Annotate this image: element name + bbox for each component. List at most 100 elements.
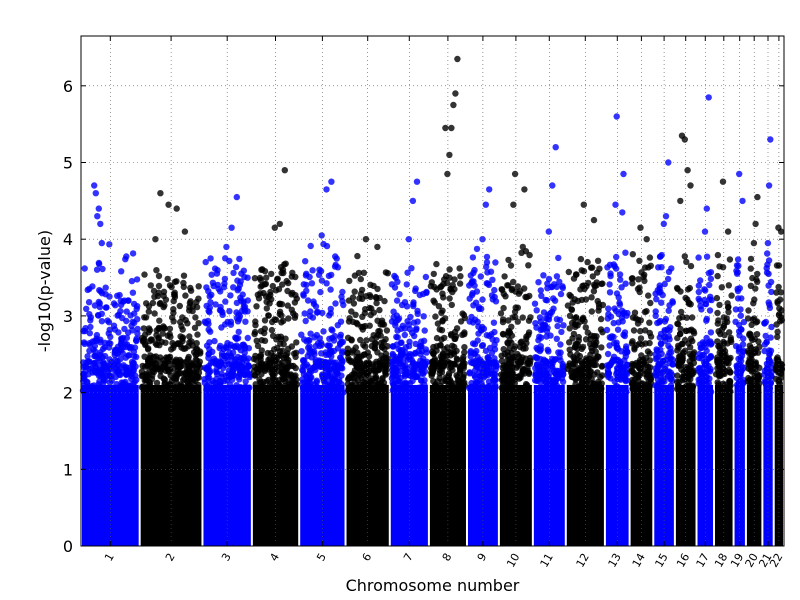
snp-point — [191, 324, 199, 331]
snp-point — [446, 266, 453, 273]
snp-point — [186, 368, 193, 375]
snp-point — [737, 312, 744, 319]
snp-point — [344, 349, 351, 357]
snp-point — [727, 369, 734, 376]
snp-point — [589, 273, 596, 280]
snp-point — [763, 339, 770, 346]
snp-point — [121, 325, 128, 333]
snp-point — [537, 287, 544, 294]
snp-point — [535, 387, 542, 394]
x-tick-label-22: 22 — [767, 551, 785, 570]
snp-point — [221, 352, 228, 360]
snp-point — [94, 368, 102, 375]
snp-point — [308, 280, 316, 287]
snp-point — [591, 371, 598, 378]
snp-point — [569, 373, 576, 380]
snp-point — [319, 358, 326, 365]
snp-point — [491, 374, 498, 382]
snp-point — [114, 292, 121, 299]
snp-point — [590, 288, 598, 295]
snp-point — [241, 303, 249, 310]
snp-point — [433, 260, 440, 268]
peak-point — [95, 205, 103, 212]
chromosome-points-20 — [744, 193, 763, 395]
snp-point — [274, 333, 282, 340]
snp-point — [418, 383, 425, 391]
snp-point — [141, 353, 148, 360]
snp-point — [93, 266, 101, 273]
snp-point — [104, 317, 111, 324]
snp-point — [574, 356, 581, 363]
snp-point — [284, 350, 291, 357]
chromosome-points-21 — [761, 136, 775, 392]
snp-point — [740, 318, 748, 326]
chromosome-points-4 — [250, 167, 301, 394]
snp-point — [566, 360, 573, 367]
snp-point — [230, 343, 238, 350]
snp-point — [445, 349, 452, 356]
snp-point — [206, 293, 213, 300]
peak-point — [448, 124, 455, 132]
snp-point — [725, 282, 732, 289]
snp-point — [665, 342, 672, 349]
snp-point — [96, 287, 103, 294]
snp-point — [656, 253, 664, 260]
snp-point — [676, 315, 683, 322]
snp-point — [348, 357, 355, 365]
snp-point — [268, 382, 276, 389]
snp-point — [430, 343, 437, 351]
snp-point — [389, 343, 397, 350]
snp-point — [80, 374, 87, 382]
x-tick-label-3: 3 — [219, 551, 234, 564]
peak-point — [613, 113, 620, 120]
snp-point — [777, 374, 784, 382]
snp-point — [734, 295, 742, 302]
snp-point — [430, 350, 437, 357]
snp-point — [229, 349, 237, 356]
snp-point — [240, 267, 247, 274]
y-axis: 0 1 2 3 4 5 6 — [63, 77, 784, 556]
snp-point — [537, 318, 544, 325]
snp-point — [86, 285, 93, 292]
snp-point — [213, 370, 221, 377]
snp-point — [707, 329, 715, 336]
snp-point — [686, 284, 693, 292]
snp-point — [401, 331, 408, 339]
snp-point — [752, 285, 759, 292]
snp-point — [383, 327, 391, 334]
snp-point — [567, 351, 574, 358]
snp-point — [548, 378, 555, 385]
snp-point — [334, 370, 341, 377]
snp-point — [736, 378, 743, 386]
snp-point — [571, 343, 579, 351]
snp-point — [252, 372, 259, 379]
snp-point — [421, 368, 429, 375]
snp-point — [403, 380, 411, 388]
snp-point — [346, 277, 353, 285]
x-tick-label-17: 17 — [694, 551, 712, 570]
snp-point — [393, 297, 401, 304]
snp-point — [192, 314, 199, 321]
snp-point — [499, 318, 507, 326]
snp-point — [466, 369, 473, 376]
snp-point — [407, 313, 414, 321]
snp-point — [274, 276, 281, 283]
snp-point — [207, 255, 214, 262]
snp-point — [471, 341, 479, 348]
y-tick-label: 4 — [63, 230, 73, 249]
snp-point — [221, 275, 229, 283]
snp-point — [280, 386, 288, 393]
snp-point — [431, 283, 438, 291]
snp-point — [309, 267, 316, 274]
snp-point — [703, 361, 710, 368]
snp-point — [358, 367, 366, 375]
snp-point — [187, 284, 194, 292]
snp-point — [666, 336, 673, 343]
snp-point — [674, 347, 681, 354]
snp-point — [736, 371, 743, 378]
snp-point — [441, 389, 448, 396]
snp-point — [106, 293, 113, 300]
snp-point — [155, 282, 163, 290]
snp-point — [394, 334, 401, 341]
snp-point — [581, 367, 588, 375]
